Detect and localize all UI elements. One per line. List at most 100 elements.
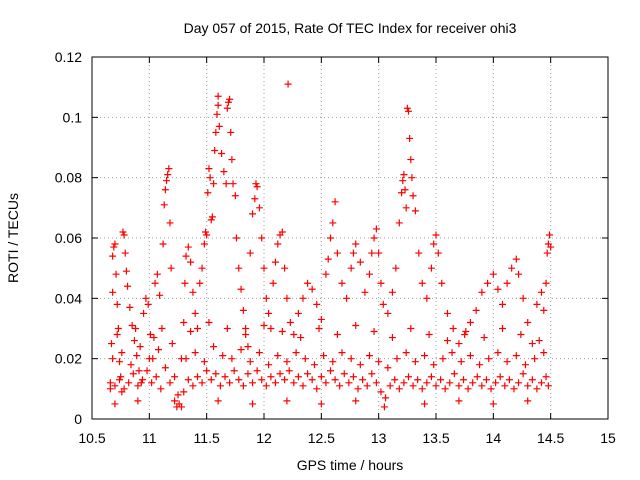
data-point bbox=[528, 340, 536, 348]
data-point bbox=[315, 325, 323, 332]
data-point bbox=[544, 382, 552, 390]
data-point bbox=[299, 294, 307, 302]
data-point bbox=[489, 400, 497, 408]
data-point bbox=[111, 382, 119, 390]
data-point bbox=[320, 352, 328, 360]
data-point bbox=[130, 337, 138, 345]
data-point bbox=[368, 370, 376, 378]
data-point bbox=[283, 397, 291, 405]
data-point bbox=[163, 177, 171, 185]
data-point bbox=[117, 373, 125, 381]
data-point bbox=[512, 255, 520, 263]
data-point bbox=[517, 331, 525, 339]
data-point bbox=[135, 367, 143, 375]
data-point bbox=[478, 288, 486, 296]
data-point bbox=[535, 337, 543, 345]
data-point bbox=[211, 147, 219, 155]
data-point bbox=[404, 107, 412, 115]
data-point bbox=[349, 249, 357, 257]
data-point bbox=[136, 343, 144, 351]
data-point bbox=[253, 183, 261, 191]
data-point bbox=[265, 361, 273, 369]
data-point bbox=[317, 373, 325, 381]
data-point bbox=[290, 379, 298, 387]
data-point bbox=[260, 321, 268, 329]
data-point bbox=[189, 288, 197, 296]
data-point bbox=[214, 397, 222, 405]
data-point bbox=[377, 279, 385, 287]
data-point bbox=[443, 309, 451, 317]
data-point bbox=[370, 234, 378, 242]
data-point bbox=[126, 303, 134, 311]
data-point bbox=[121, 249, 129, 257]
data-point bbox=[432, 231, 440, 239]
data-point bbox=[345, 379, 353, 387]
data-point bbox=[267, 373, 275, 381]
data-point bbox=[542, 373, 550, 381]
data-point bbox=[427, 373, 435, 381]
data-point bbox=[343, 294, 351, 302]
data-point bbox=[533, 385, 541, 393]
data-point bbox=[461, 331, 469, 339]
data-point bbox=[120, 231, 128, 239]
data-point bbox=[109, 288, 117, 296]
data-point bbox=[165, 165, 173, 173]
data-point bbox=[110, 243, 118, 251]
data-point bbox=[515, 270, 523, 278]
data-point bbox=[171, 397, 179, 405]
data-point bbox=[166, 379, 174, 387]
data-point bbox=[284, 80, 292, 88]
data-point bbox=[324, 255, 332, 263]
y-tick-label: 0.12 bbox=[55, 49, 82, 65]
data-point bbox=[116, 376, 124, 384]
data-point bbox=[182, 252, 190, 260]
data-point bbox=[144, 300, 152, 308]
data-point bbox=[124, 282, 132, 290]
data-point bbox=[418, 279, 426, 287]
data-point bbox=[297, 334, 305, 342]
data-point bbox=[153, 270, 161, 278]
data-point bbox=[193, 373, 201, 381]
data-point bbox=[372, 379, 380, 387]
data-point bbox=[338, 279, 346, 287]
data-point bbox=[189, 382, 197, 390]
data-point bbox=[113, 300, 121, 308]
data-point bbox=[533, 300, 541, 308]
data-point bbox=[331, 376, 339, 384]
data-point bbox=[255, 349, 263, 357]
data-point bbox=[352, 321, 360, 329]
data-point bbox=[469, 379, 477, 387]
data-point bbox=[519, 294, 527, 302]
data-point bbox=[363, 382, 371, 390]
data-point bbox=[232, 234, 240, 242]
data-point bbox=[148, 379, 156, 387]
data-point bbox=[151, 279, 159, 287]
data-point bbox=[485, 355, 493, 363]
data-point bbox=[213, 110, 221, 118]
data-point bbox=[198, 264, 206, 272]
data-point bbox=[171, 373, 179, 381]
data-point bbox=[487, 385, 495, 393]
data-point bbox=[143, 367, 151, 375]
plot-area bbox=[92, 57, 608, 419]
data-point bbox=[200, 358, 208, 366]
data-point bbox=[226, 379, 234, 387]
data-point bbox=[187, 328, 195, 336]
data-point bbox=[249, 379, 257, 387]
data-point bbox=[134, 397, 142, 405]
data-point bbox=[203, 367, 211, 375]
data-point bbox=[370, 328, 378, 336]
data-point bbox=[221, 373, 229, 381]
data-point bbox=[242, 331, 250, 339]
data-point bbox=[152, 373, 160, 381]
data-point bbox=[421, 400, 429, 408]
data-point bbox=[187, 258, 195, 266]
y-tick-label: 0.04 bbox=[55, 290, 82, 306]
data-point bbox=[415, 249, 423, 257]
data-point bbox=[109, 355, 117, 363]
data-point bbox=[423, 294, 431, 302]
data-point bbox=[411, 207, 419, 215]
data-point bbox=[347, 355, 355, 363]
data-point bbox=[460, 376, 468, 384]
